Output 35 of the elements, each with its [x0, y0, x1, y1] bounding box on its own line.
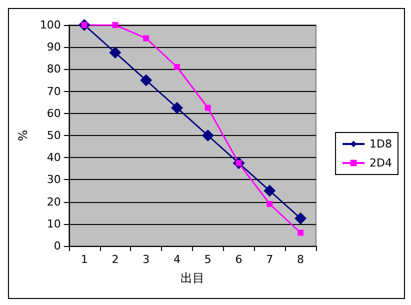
point — [112, 22, 118, 28]
point — [298, 230, 304, 236]
point — [264, 184, 276, 197]
point — [294, 212, 307, 224]
point — [109, 46, 122, 59]
x-tick-label: 6 — [235, 253, 242, 266]
y-tick-label: 80 — [46, 62, 61, 76]
point — [143, 35, 150, 42]
x-tick-label: 8 — [297, 253, 304, 266]
y-axis-title: % — [16, 130, 30, 142]
point — [174, 64, 180, 70]
x-tick-label: 7 — [266, 253, 274, 266]
y-tick-label: 90 — [46, 40, 61, 54]
y-tick-label: 20 — [46, 195, 61, 208]
y-tick-label: 0 — [54, 240, 61, 252]
y-tick-label: 100 — [40, 18, 61, 32]
point — [140, 74, 152, 86]
x-tick-label: 4 — [174, 253, 181, 266]
y-tick-label: 60 — [46, 106, 61, 120]
point — [202, 130, 214, 142]
x-tick-label: 2 — [112, 253, 119, 266]
x-axis-title: 出目 — [180, 271, 204, 285]
y-tick-label: 30 — [46, 173, 61, 186]
legend-label: 1D8 — [370, 138, 392, 150]
y-tick-label: 10 — [46, 217, 61, 230]
point — [266, 201, 273, 208]
y-tick-label: 50 — [46, 129, 61, 142]
y-tick-label: 70 — [46, 84, 61, 98]
y-tick-label: 40 — [46, 151, 61, 164]
x-tick-label: 3 — [142, 253, 150, 266]
point — [171, 102, 184, 114]
x-tick-label: 1 — [80, 253, 88, 266]
point — [204, 104, 211, 111]
x-tick-label: 5 — [204, 253, 212, 266]
legend-label: 2D4 — [370, 156, 392, 170]
